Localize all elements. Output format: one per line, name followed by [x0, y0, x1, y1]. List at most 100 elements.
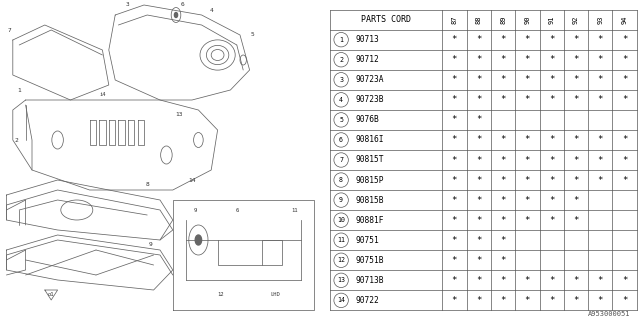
Text: *: * [500, 196, 506, 204]
Text: *: * [598, 135, 603, 144]
Text: *: * [500, 256, 506, 265]
Text: 12: 12 [337, 257, 345, 263]
Text: 90815P: 90815P [356, 176, 385, 185]
Text: *: * [452, 176, 457, 185]
Text: *: * [549, 35, 554, 44]
Text: *: * [452, 75, 457, 84]
Text: 4: 4 [209, 7, 213, 12]
Text: 3: 3 [339, 77, 343, 83]
Text: *: * [573, 55, 579, 64]
Text: *: * [525, 276, 530, 285]
Text: *: * [476, 135, 481, 144]
Text: *: * [452, 95, 457, 104]
Text: *: * [573, 296, 579, 305]
Text: *: * [598, 156, 603, 164]
Text: 11: 11 [291, 207, 298, 212]
Text: *: * [573, 75, 579, 84]
Text: *: * [476, 55, 481, 64]
Text: *: * [549, 216, 554, 225]
Text: *: * [500, 296, 506, 305]
Text: *: * [598, 296, 603, 305]
Text: *: * [549, 296, 554, 305]
Text: *: * [549, 75, 554, 84]
Text: 14: 14 [188, 178, 196, 182]
Text: *: * [452, 256, 457, 265]
Text: *: * [573, 176, 579, 185]
Text: 93: 93 [597, 15, 604, 24]
Text: *: * [525, 55, 530, 64]
Text: 8: 8 [339, 177, 343, 183]
Text: *: * [452, 156, 457, 164]
Text: 13: 13 [337, 277, 345, 283]
Text: *: * [476, 236, 481, 245]
Text: i4: i4 [99, 92, 106, 98]
Text: 1: 1 [339, 37, 343, 43]
Text: *: * [598, 276, 603, 285]
Text: 6: 6 [180, 3, 184, 7]
Text: *: * [500, 236, 506, 245]
Text: 10: 10 [337, 217, 345, 223]
Text: *: * [476, 95, 481, 104]
Text: *: * [573, 156, 579, 164]
Text: 9: 9 [148, 243, 152, 247]
Text: *: * [525, 216, 530, 225]
Text: *: * [598, 75, 603, 84]
Text: *: * [452, 296, 457, 305]
Text: *: * [476, 35, 481, 44]
Text: 3: 3 [126, 3, 130, 7]
Text: 8: 8 [145, 182, 149, 188]
Text: *: * [573, 216, 579, 225]
Text: *: * [549, 55, 554, 64]
Text: *: * [476, 176, 481, 185]
Text: 6: 6 [339, 137, 343, 143]
Text: 90815T: 90815T [356, 156, 385, 164]
Text: 90723B: 90723B [356, 95, 385, 104]
Text: 9: 9 [193, 207, 197, 212]
Text: 90751B: 90751B [356, 256, 385, 265]
Text: *: * [476, 216, 481, 225]
Text: *: * [525, 296, 530, 305]
Text: *: * [500, 216, 506, 225]
Text: *: * [476, 196, 481, 204]
Text: *: * [525, 135, 530, 144]
Text: *: * [598, 176, 603, 185]
Text: 5: 5 [339, 117, 343, 123]
Text: *: * [525, 196, 530, 204]
Text: 7: 7 [339, 157, 343, 163]
Text: *: * [573, 35, 579, 44]
Text: PARTS CORD: PARTS CORD [361, 15, 411, 24]
Text: *: * [476, 75, 481, 84]
Text: 90751: 90751 [356, 236, 380, 245]
Text: *: * [452, 55, 457, 64]
Text: *: * [622, 55, 627, 64]
Text: 89: 89 [500, 15, 506, 24]
Text: *: * [622, 176, 627, 185]
Text: *: * [598, 95, 603, 104]
Text: 13: 13 [175, 113, 183, 117]
Text: *: * [598, 55, 603, 64]
Text: *: * [525, 75, 530, 84]
Text: *: * [452, 135, 457, 144]
Text: *: * [476, 116, 481, 124]
Text: 1: 1 [17, 87, 21, 92]
Text: 5: 5 [251, 33, 255, 37]
Text: 4: 4 [339, 97, 343, 103]
Text: *: * [549, 196, 554, 204]
Text: *: * [500, 95, 506, 104]
Text: *: * [622, 276, 627, 285]
Text: *: * [525, 176, 530, 185]
Text: 9076B: 9076B [356, 116, 380, 124]
Circle shape [174, 12, 178, 18]
Text: *: * [573, 196, 579, 204]
Text: 2: 2 [339, 57, 343, 63]
Text: *: * [476, 256, 481, 265]
Text: *: * [622, 35, 627, 44]
Text: 87: 87 [451, 15, 458, 24]
Text: *: * [452, 196, 457, 204]
Text: *: * [573, 276, 579, 285]
Text: 11: 11 [337, 237, 345, 243]
Text: 2: 2 [14, 138, 18, 142]
Text: *: * [525, 35, 530, 44]
Text: 92: 92 [573, 15, 579, 24]
Text: *: * [500, 75, 506, 84]
